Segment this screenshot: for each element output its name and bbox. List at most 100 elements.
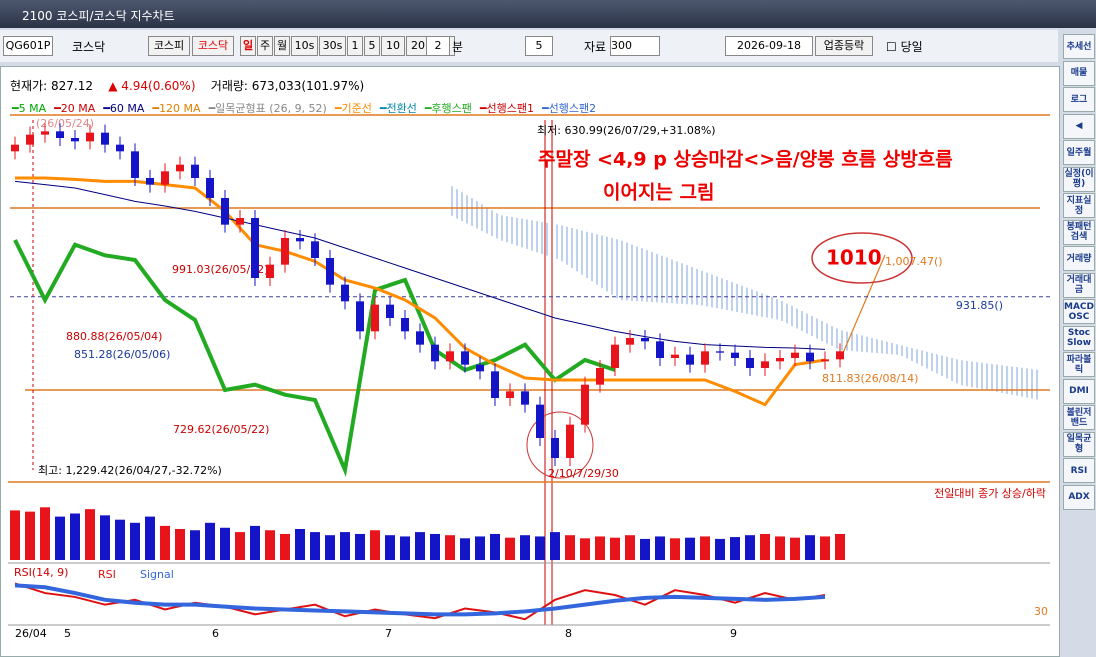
sidebar-button[interactable]: 거래대금 — [1063, 272, 1095, 298]
volume: 673,033(101.97%) — [251, 79, 365, 93]
sidebar-button[interactable]: 로그 — [1063, 87, 1095, 112]
volume-bar — [445, 535, 455, 560]
sidebar-button[interactable]: 추세선 — [1063, 34, 1095, 59]
period-button[interactable]: 10 — [381, 36, 405, 56]
period-button[interactable]: 월 — [274, 36, 290, 56]
level-label: 931.85() — [956, 299, 1003, 312]
period-button[interactable]: 30s — [319, 36, 346, 56]
volume-bar — [775, 536, 785, 560]
candle-body — [686, 354, 694, 365]
period-button[interactable]: 10s — [291, 36, 318, 56]
sidebar-button[interactable]: 볼린저밴드 — [1063, 405, 1095, 430]
sidebar-button[interactable]: Stoc Slow — [1063, 325, 1095, 351]
sidebar-button[interactable]: ADX — [1063, 484, 1095, 510]
volume-label: 거래량: — [210, 79, 248, 93]
sidebar-button[interactable]: ◀ — [1063, 113, 1095, 139]
volume-bar — [370, 530, 380, 560]
candle-body — [386, 304, 394, 318]
headline2: 이어지는 그림 — [603, 182, 715, 204]
volume-bar — [835, 533, 845, 560]
candle-body — [596, 368, 604, 385]
volume-bar — [520, 535, 530, 560]
candle-body — [461, 351, 469, 365]
candle-body — [566, 424, 574, 458]
sector-button[interactable]: 업종등락 — [815, 36, 873, 56]
volume-bar — [70, 513, 80, 560]
volume-bar — [715, 538, 725, 560]
x-tick-label: 26/04 — [15, 627, 47, 640]
legend-entry: ━선행스팬2 — [542, 102, 597, 115]
volume-bar — [385, 535, 395, 560]
count-input[interactable]: 2 — [426, 36, 450, 56]
candle-body — [476, 364, 484, 372]
legend: ━5 MA ━20 MA ━60 MA ━120 MA ━일목균형표 (26, 9, 5… — [12, 100, 604, 116]
volume-bar — [85, 509, 95, 560]
target-ellipse — [811, 232, 913, 284]
anno: (26/05/24) — [36, 117, 94, 130]
x-tick-label: 6 — [212, 627, 219, 640]
chart: 최저: 630.99(26/07/29,+31.08%) 주말장 <4,9 p … — [8, 114, 1050, 640]
sidebar-button[interactable]: 거래량 — [1063, 246, 1095, 271]
period-button[interactable]: 1 — [347, 36, 363, 56]
rsi-level: 30 — [1034, 605, 1048, 618]
candle-body — [446, 351, 454, 362]
candle-body — [191, 164, 199, 178]
volume-bar — [10, 510, 20, 560]
sidebar-button[interactable]: 일주월 — [1063, 140, 1095, 165]
sidebar-button[interactable]: 봉패턴검색 — [1063, 219, 1095, 245]
volume-bar — [820, 536, 830, 560]
candle-body — [701, 351, 709, 365]
today-label[interactable]: ☐ 당일 — [886, 40, 923, 54]
trend-line — [839, 254, 886, 361]
sidebar-button[interactable]: 실정(이평) — [1063, 166, 1095, 192]
sidebar-button[interactable]: MACD OSC — [1063, 299, 1095, 324]
candle-body — [551, 438, 559, 458]
candle-body — [41, 131, 49, 135]
candle-body — [116, 144, 124, 152]
candle-body — [311, 241, 319, 258]
volume-bar — [490, 533, 500, 560]
volume-bar — [640, 538, 650, 560]
x-tick-label: 5 — [64, 627, 71, 640]
legend-entry: ━기준선 — [334, 102, 372, 115]
candle-body — [341, 284, 349, 302]
market-tab[interactable]: 코스닥 — [192, 36, 234, 56]
volume-bar — [145, 516, 155, 560]
candle-body — [236, 218, 244, 225]
candle-body — [731, 352, 739, 358]
vol-note: 전일대비 종가 상승/하락 — [934, 486, 1046, 500]
step-input[interactable]: 5 — [525, 36, 553, 56]
low-text: 최저: 630.99(26/07/29,+31.08%) — [537, 124, 716, 137]
data-count[interactable]: 300 — [610, 36, 660, 56]
volume-bar — [580, 538, 590, 560]
candle-body — [296, 238, 304, 242]
info-row: 현재가: 827.12 ▲ 4.94(0.60%) 거래량: 673,033(1… — [10, 77, 364, 94]
period-button[interactable]: 5 — [364, 36, 380, 56]
volume-bar — [415, 532, 425, 560]
period-button[interactable]: 주 — [257, 36, 273, 56]
date-input[interactable]: 2026-09-18 — [725, 36, 813, 56]
x-tick-label: 7 — [385, 627, 392, 640]
x-tick-label: 8 — [565, 627, 572, 640]
candle-body — [776, 358, 784, 362]
sidebar-button[interactable]: 지표실정 — [1063, 193, 1095, 218]
candle-body — [641, 338, 649, 342]
volume-bar — [340, 532, 350, 560]
candle-body — [176, 164, 184, 172]
sidebar-button[interactable]: 파라볼릭 — [1063, 352, 1095, 377]
sidebar-button[interactable]: DMI — [1063, 378, 1095, 404]
market-tab[interactable]: 코스피 — [148, 36, 190, 56]
candle-body — [26, 134, 34, 145]
period-button[interactable]: 일 — [240, 36, 256, 56]
volume-bar — [475, 536, 485, 560]
sidebar-button[interactable]: 일목균형 — [1063, 431, 1095, 457]
candle-body — [626, 338, 634, 345]
sidebar-button[interactable]: 매물 — [1063, 60, 1095, 86]
code-input[interactable]: QG601P — [3, 36, 53, 56]
candle-body — [506, 391, 514, 398]
sidebar-button[interactable]: RSI — [1063, 458, 1095, 483]
candle-body — [791, 352, 799, 358]
candle-body — [131, 151, 139, 178]
volume-bar — [130, 522, 140, 560]
